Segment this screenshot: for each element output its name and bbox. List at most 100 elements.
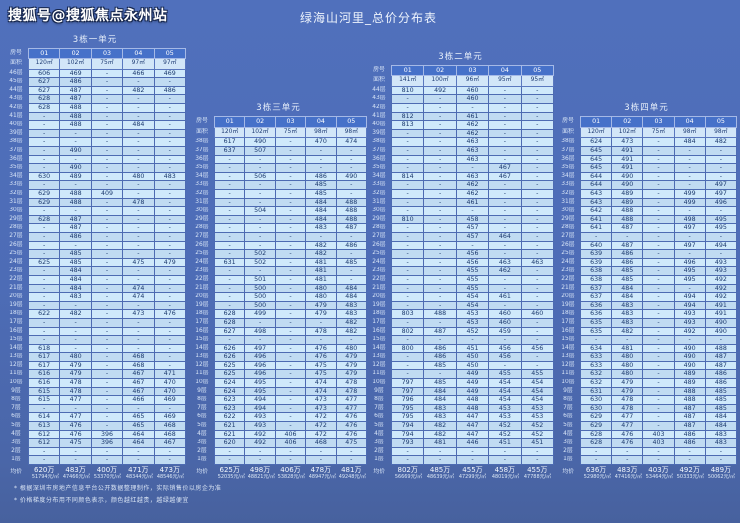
price-cell: - <box>213 180 246 190</box>
price-cell: - <box>274 257 307 268</box>
price-cell: 643 <box>579 189 613 199</box>
price-cell: - <box>455 206 490 216</box>
price-cell: - <box>122 343 155 354</box>
floor-label: 8层 <box>563 396 573 403</box>
floor-row: 34层 -506-486 490 <box>190 171 368 182</box>
price-cell: - <box>59 455 92 465</box>
price-cell: 453 <box>455 309 490 319</box>
price-cell: 639 <box>579 249 613 259</box>
average-row: 均价 636万 52980元/㎡ 483万 47416元/㎡ 403万 53464元/㎡ 49… <box>556 465 737 483</box>
floor-row: 23层 -484- - - <box>4 266 187 276</box>
price-cell: 484 <box>305 206 337 216</box>
price-cell: - <box>244 266 276 276</box>
floor-row: 21层 637 484- -492 <box>556 283 738 294</box>
price-cell: 468 <box>153 429 187 440</box>
avg-price-cell: 498万 48821元/㎡ <box>245 465 275 483</box>
avg-total-price: 485万 <box>429 466 451 474</box>
price-cell: 484 <box>423 395 457 405</box>
price-grid: 房号 01 02 03 04 05 面积 120㎡ 102㎡ 75㎡ 98㎡ 98㎡ 38层 624 473… <box>556 116 738 483</box>
price-cell: - <box>390 274 425 285</box>
price-cell: - <box>488 300 522 311</box>
price-cell: 612 <box>27 438 61 448</box>
floor-row: 27层 - - - - - <box>190 231 368 242</box>
floor-row: 40层 -488-484- <box>4 120 187 130</box>
price-cell: 814 <box>390 171 425 182</box>
floor-label: 31层 <box>561 198 575 205</box>
price-cell: 460 <box>488 317 522 328</box>
price-cell: 476 <box>611 438 644 448</box>
price-cell: - <box>704 154 738 165</box>
price-cell: - <box>423 111 457 122</box>
price-cell: - <box>59 343 92 354</box>
floor-label: 7层 <box>374 404 384 411</box>
price-cell: 483 <box>611 309 644 319</box>
avg-unit-price: 48019元/㎡ <box>491 474 519 480</box>
floor-row: 19层 - -454- - <box>367 300 555 311</box>
floor-row: 8层 630 478-488 485 <box>556 395 738 405</box>
floor-label: 31层 <box>9 198 23 205</box>
price-cell: 451 <box>455 343 490 354</box>
price-cell: 458 <box>455 214 490 225</box>
floor-row: 8层 615 477-466 469 <box>4 395 187 405</box>
price-cell: 490 <box>244 137 276 148</box>
price-cell: - <box>423 369 457 380</box>
price-cell: - <box>27 249 61 259</box>
floor-label: 29层 <box>195 215 209 222</box>
price-cell: - <box>244 317 276 328</box>
price-cell: - <box>122 94 155 105</box>
floor-label: 18层 <box>561 310 575 317</box>
price-cell: - <box>423 146 457 156</box>
floor-row: 6层 614 477-465 469 <box>4 412 187 423</box>
floor-row: 6层 629 477-487 484 <box>556 412 738 423</box>
floor-label: 35层 <box>561 164 575 171</box>
price-cell: - <box>488 214 522 225</box>
price-cell: 456 <box>520 343 555 354</box>
avg-total-price: 473万 <box>159 466 180 474</box>
price-cell: 448 <box>455 395 490 405</box>
floor-label: 44层 <box>9 86 23 93</box>
price-cell: 633 <box>579 360 613 371</box>
price-cell: 446 <box>455 438 490 448</box>
price-cell: 475 <box>122 257 155 268</box>
price-cell: - <box>27 128 61 139</box>
price-cell: - <box>153 343 187 354</box>
floor-label: 40层 <box>372 121 386 128</box>
price-cell: - <box>153 352 187 362</box>
price-cell: - <box>59 154 92 165</box>
price-cell: - <box>153 403 187 414</box>
price-cell: - <box>390 223 425 233</box>
price-cell: - <box>488 360 522 371</box>
price-cell: 474 <box>305 378 337 388</box>
price-cell: 484 <box>59 266 92 276</box>
price-cell: 476 <box>335 429 368 440</box>
room-no-label: 房号 <box>373 66 385 73</box>
price-cell: 479 <box>611 386 644 397</box>
floor-label: 18层 <box>9 310 23 317</box>
price-cell: 456 <box>488 352 522 362</box>
price-cell: - <box>642 343 675 354</box>
price-cell: 492 <box>244 438 276 448</box>
price-cell: 477 <box>59 395 92 405</box>
price-cell: 492 <box>673 326 706 337</box>
price-cell: 490 <box>611 180 644 190</box>
price-cell: 488 <box>611 206 644 216</box>
price-cell: - <box>90 300 124 311</box>
price-cell: - <box>305 317 337 328</box>
price-cell: - <box>59 206 92 216</box>
price-cell: - <box>90 317 124 328</box>
price-cell: 483 <box>611 317 644 328</box>
price-cell: - <box>153 317 187 328</box>
floor-label: 32层 <box>9 190 23 196</box>
floor-row: 12层 625 496-475 479 <box>190 360 368 371</box>
price-cell: - <box>153 300 187 311</box>
price-cell: - <box>274 403 307 414</box>
price-cell: 474 <box>335 137 368 148</box>
floor-row: 43层 - -460- - <box>367 94 555 105</box>
price-cell: - <box>704 146 738 156</box>
price-cell: 450 <box>455 352 490 362</box>
price-cell: - <box>423 283 457 294</box>
floor-label: 17层 <box>195 318 209 325</box>
price-cell: - <box>27 274 61 285</box>
price-cell: - <box>423 154 457 165</box>
price-cell: 624 <box>213 378 246 388</box>
